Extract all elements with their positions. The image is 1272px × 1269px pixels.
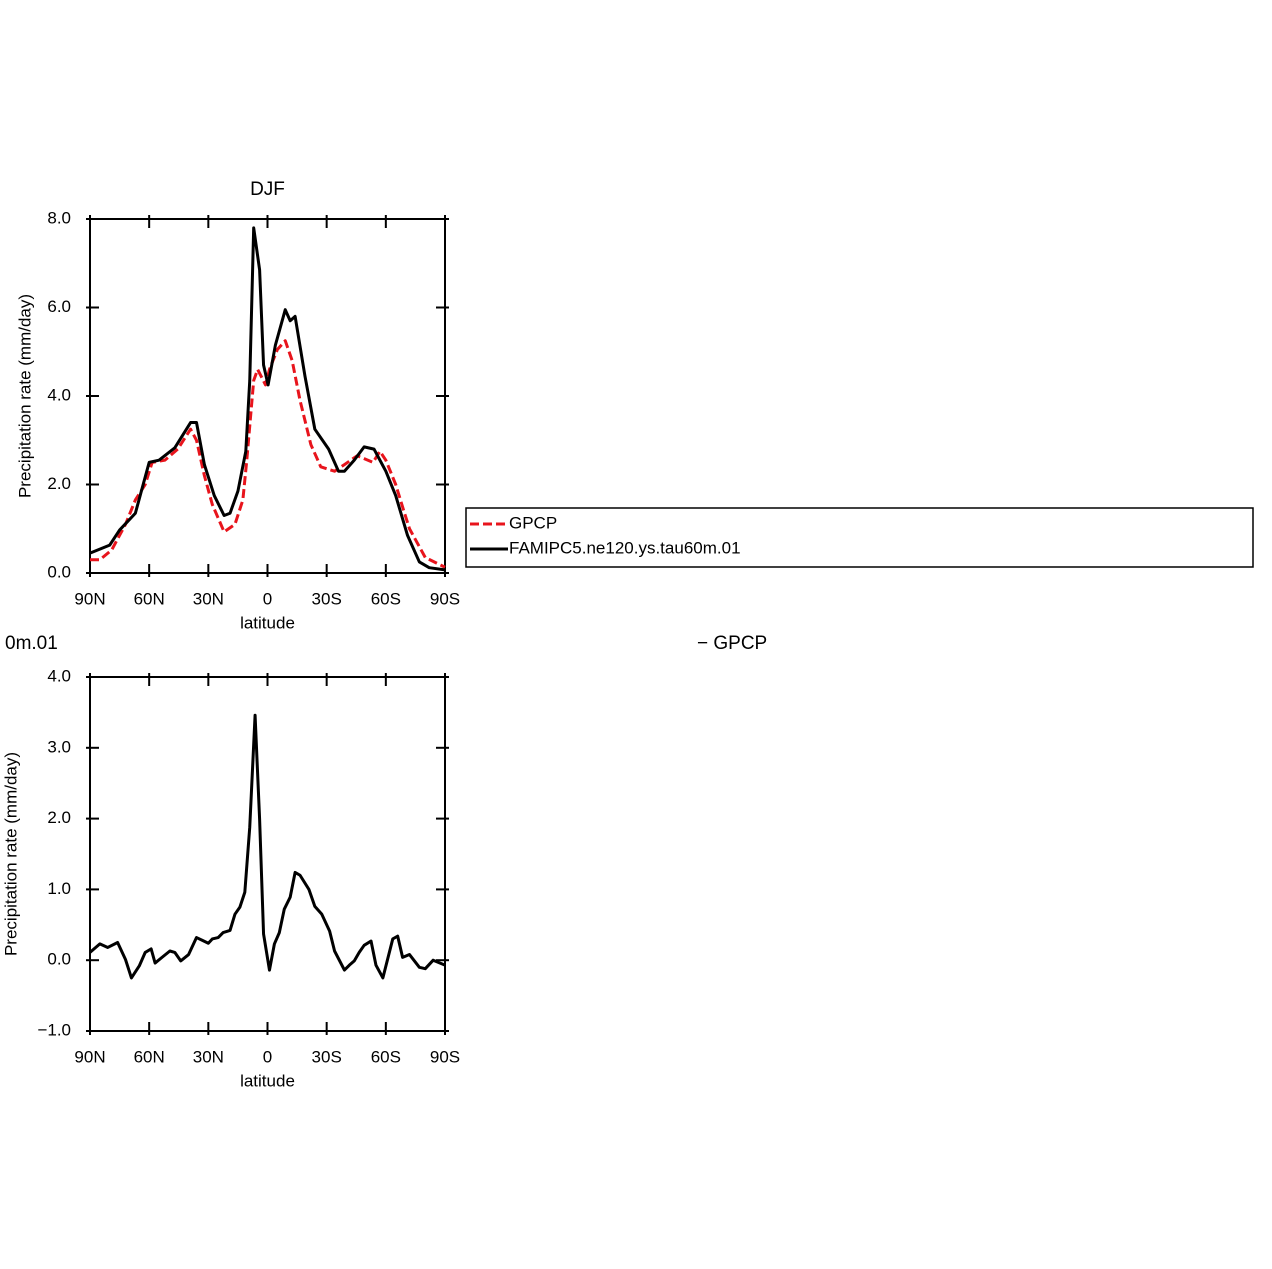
y-tick-label: 1.0: [47, 879, 71, 898]
x-tick-label: 90S: [430, 1047, 460, 1066]
data-line: [90, 339, 446, 569]
y-tick-label: 2.0: [47, 474, 71, 493]
x-axis-label: latitude: [240, 1071, 295, 1090]
x-tick-label: 30S: [312, 589, 342, 608]
x-axis-label: latitude: [240, 613, 295, 632]
chart-title: − GPCP: [697, 633, 767, 654]
plot-frame: [89, 218, 446, 574]
x-tick-label: 30S: [312, 1047, 342, 1066]
x-tick-label: 0: [263, 589, 272, 608]
plot-frame: [89, 676, 446, 1032]
x-tick-label: 90N: [74, 1047, 105, 1066]
y-axis-label: Precipitation rate (mm/day): [15, 294, 34, 498]
data-line: [89, 713, 446, 980]
y-tick-label: −1.0: [37, 1020, 71, 1039]
legend-label: FAMIPC5.ne120.ys.tau60m.01: [509, 538, 741, 557]
y-tick-label: 3.0: [47, 737, 71, 756]
legend-box: [465, 507, 1254, 568]
x-tick-label: 60N: [134, 589, 165, 608]
y-tick-label: 8.0: [47, 208, 71, 227]
y-tick-label: 0.0: [47, 562, 71, 581]
y-tick-label: 6.0: [47, 297, 71, 316]
y-tick-label: 4.0: [47, 385, 71, 404]
x-tick-label: 90N: [74, 589, 105, 608]
data-line: [89, 226, 446, 572]
x-tick-label: 0: [263, 1047, 272, 1066]
x-tick-label: 60N: [134, 1047, 165, 1066]
x-tick-label: 60S: [371, 1047, 401, 1066]
x-tick-label: 60S: [371, 589, 401, 608]
chart-title: 0m.01: [5, 633, 58, 654]
y-tick-label: 0.0: [47, 950, 71, 969]
x-tick-label: 90S: [430, 589, 460, 608]
y-tick-label: 4.0: [47, 666, 71, 685]
y-axis-label: Precipitation rate (mm/day): [1, 752, 20, 956]
y-tick-label: 2.0: [47, 808, 71, 827]
x-tick-label: 30N: [193, 1047, 224, 1066]
legend-label: GPCP: [509, 513, 557, 532]
x-tick-label: 30N: [193, 589, 224, 608]
chart-title: DJF: [250, 179, 285, 200]
